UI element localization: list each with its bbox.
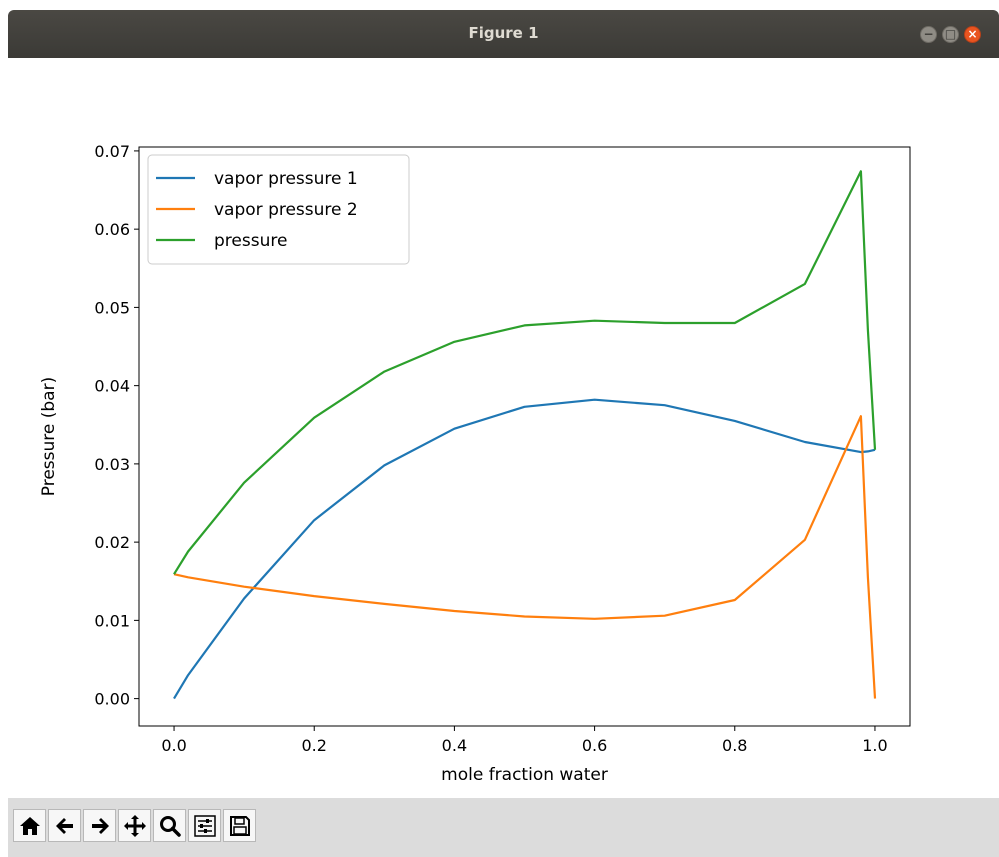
y-tick-label: 0.06 xyxy=(94,220,130,239)
legend-label: vapor pressure 1 xyxy=(214,169,358,189)
figure-canvas[interactable]: 0.0 0.2 0.4 0.6 0.8 1.0 0.00 0.01 0.02 0.03 0.04 0.… xyxy=(8,58,999,798)
sliders-icon xyxy=(193,814,216,837)
x-tick-label: 0.2 xyxy=(302,736,327,755)
forward-button[interactable] xyxy=(83,809,116,842)
chart: 0.0 0.2 0.4 0.6 0.8 1.0 0.00 0.01 0.02 0.03 0.04 0.… xyxy=(39,142,911,785)
floppy-icon xyxy=(229,815,250,836)
x-tick-label: 0.6 xyxy=(582,736,607,755)
arrow-right-icon xyxy=(91,817,109,834)
back-button[interactable] xyxy=(48,809,81,842)
y-tick-label: 0.01 xyxy=(94,611,130,630)
x-tick-label: 0.8 xyxy=(722,736,747,755)
minimize-icon: − xyxy=(923,27,934,41)
axis-ticks: 0.0 0.2 0.4 0.6 0.8 1.0 0.00 0.01 0.02 0.03 0.04 0.… xyxy=(94,142,887,755)
series-lines xyxy=(173,170,877,700)
legend: vapor pressure 1 vapor pressure 2 pressure xyxy=(147,154,410,265)
x-tick-label: 1.0 xyxy=(862,736,887,755)
x-axis-label: mole fraction water xyxy=(441,765,608,785)
series-line-vapor-pressure-2 xyxy=(173,415,877,699)
maximize-button[interactable]: □ xyxy=(942,26,959,43)
axes-frame xyxy=(138,146,911,727)
save-button[interactable] xyxy=(223,809,256,842)
y-tick-label: 0.05 xyxy=(94,298,130,317)
y-tick-label: 0.00 xyxy=(94,690,130,709)
x-tick-label: 0.4 xyxy=(442,736,467,755)
home-button[interactable] xyxy=(13,809,46,842)
window-title: Figure 1 xyxy=(468,24,539,42)
arrow-left-icon xyxy=(55,817,73,834)
pan-button[interactable] xyxy=(118,809,151,842)
configure-subplots-button[interactable] xyxy=(188,809,221,842)
move-icon xyxy=(123,814,146,837)
legend-box xyxy=(147,154,410,265)
x-tick-label: 0.0 xyxy=(161,736,186,755)
magnifier-icon xyxy=(159,815,181,837)
legend-label: pressure xyxy=(214,231,287,251)
series-line-vapor-pressure-1 xyxy=(173,398,876,700)
y-tick-label: 0.07 xyxy=(94,142,130,161)
minimize-button[interactable]: − xyxy=(920,26,937,43)
series-line-pressure xyxy=(173,170,877,575)
maximize-icon: □ xyxy=(944,27,957,41)
y-tick-label: 0.04 xyxy=(94,377,130,396)
zoom-button[interactable] xyxy=(153,809,186,842)
y-axis-label: Pressure (bar) xyxy=(39,377,59,496)
window-titlebar[interactable]: Figure 1 − □ × xyxy=(8,10,999,58)
home-icon xyxy=(19,816,40,835)
close-button[interactable]: × xyxy=(964,26,981,43)
close-icon: × xyxy=(967,27,978,41)
toolbar xyxy=(8,798,999,857)
y-tick-label: 0.03 xyxy=(94,455,130,474)
legend-label: vapor pressure 2 xyxy=(214,200,358,220)
y-tick-label: 0.02 xyxy=(94,533,130,552)
